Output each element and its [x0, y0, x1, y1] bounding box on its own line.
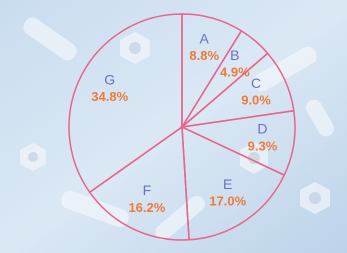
slice-value-label: 9.0% — [241, 93, 271, 108]
slice-label: G — [104, 71, 115, 87]
page: A8.8%B4.9%C9.0%D9.3%E17.0%F16.2%G34.8% (… — [0, 0, 347, 253]
slice-value-label: 16.2% — [128, 200, 165, 215]
slice-label: D — [257, 121, 267, 137]
slice-label: F — [143, 182, 152, 198]
slice-label: C — [251, 75, 261, 91]
slice-label: B — [230, 47, 239, 63]
slice-label: E — [223, 176, 232, 192]
slice-value-label: 8.8% — [189, 48, 219, 63]
chart: A8.8%B4.9%C9.0%D9.3%E17.0%F16.2%G34.8% — [0, 0, 347, 253]
slice-value-label: 34.8% — [91, 89, 128, 104]
slice-value-label: 17.0% — [209, 194, 246, 209]
slice-value-label: 9.3% — [248, 138, 278, 153]
slice-label: A — [200, 30, 210, 46]
